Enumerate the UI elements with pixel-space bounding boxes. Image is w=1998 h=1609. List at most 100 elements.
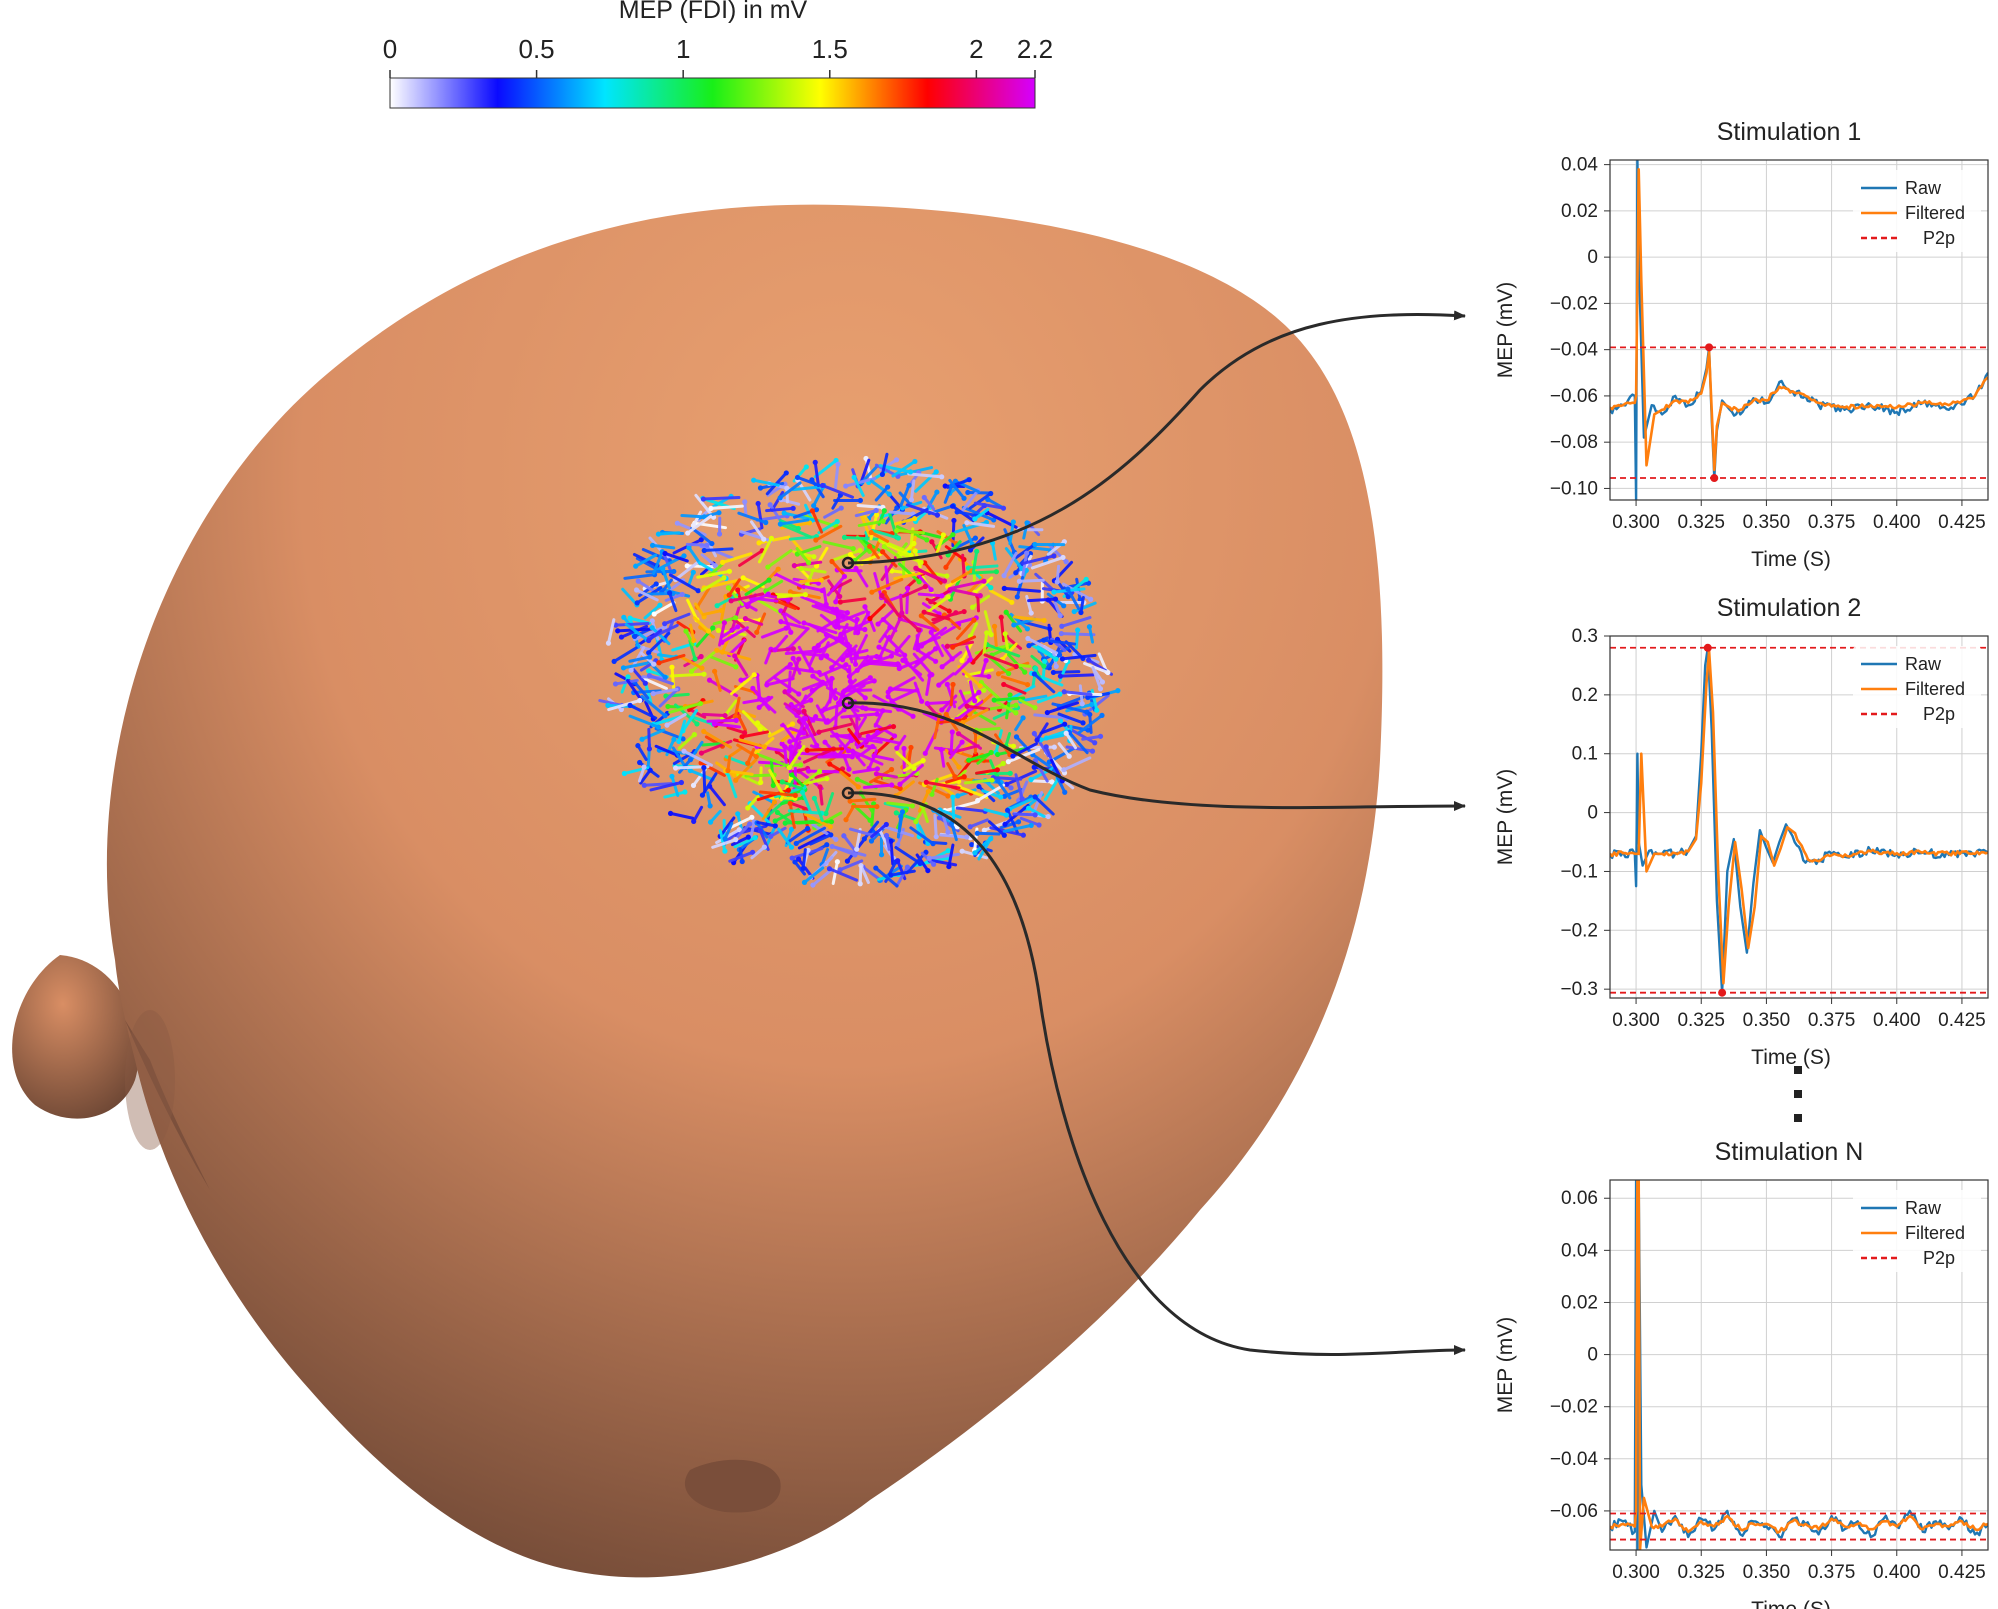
field-arrow xyxy=(973,576,994,594)
field-arrow xyxy=(700,576,726,592)
field-arrow-head xyxy=(946,863,952,870)
field-arrow-head xyxy=(976,689,982,695)
field-arrow xyxy=(750,845,766,860)
field-arrow xyxy=(748,802,771,825)
field-arrow xyxy=(647,628,663,643)
field-arrow-head xyxy=(633,563,639,569)
field-arrow-head xyxy=(1059,623,1065,629)
field-arrow-head xyxy=(783,470,789,476)
field-arrow-head xyxy=(988,836,994,842)
field-arrow xyxy=(1042,638,1077,646)
field-arrow xyxy=(1025,594,1033,615)
field-arrow-head xyxy=(964,520,970,526)
field-arrow xyxy=(781,722,801,749)
field-arrow-head xyxy=(865,733,871,739)
field-arrow xyxy=(1030,555,1065,570)
field-arrow xyxy=(779,796,805,806)
field-arrow xyxy=(886,801,914,808)
field-arrow-head xyxy=(1053,663,1059,669)
field-arrow xyxy=(623,573,657,580)
field-arrow xyxy=(847,727,863,748)
field-arrow-head xyxy=(782,744,788,750)
field-arrow xyxy=(1017,780,1029,803)
field-arrow xyxy=(650,626,671,646)
field-arrow-head xyxy=(690,782,697,788)
field-arrow xyxy=(728,850,755,863)
field-arrow xyxy=(740,730,769,739)
field-arrow xyxy=(813,460,820,488)
field-arrow xyxy=(715,828,741,845)
field-arrow xyxy=(758,829,770,851)
field-arrow-head xyxy=(1043,744,1049,750)
field-arrow-head xyxy=(642,680,648,686)
field-arrow xyxy=(832,548,862,562)
field-arrow-head xyxy=(969,604,976,610)
field-arrow-head xyxy=(867,817,873,823)
field-arrow xyxy=(950,569,974,584)
p2p-point xyxy=(1710,474,1719,483)
field-arrow-head xyxy=(876,644,882,650)
field-arrow xyxy=(1017,578,1045,583)
bottom-ear xyxy=(684,1459,781,1513)
field-arrow-head xyxy=(718,607,725,614)
field-arrow xyxy=(1039,733,1065,742)
field-arrow xyxy=(955,806,987,813)
field-arrow-head xyxy=(796,656,802,662)
field-arrow-head xyxy=(833,836,839,843)
field-arrow-head xyxy=(879,592,885,599)
field-arrow xyxy=(1066,587,1081,611)
field-arrow-head xyxy=(1011,622,1017,628)
field-arrow xyxy=(715,593,739,608)
field-arrow-head xyxy=(886,491,892,497)
x-tick-label: 0.350 xyxy=(1743,512,1791,533)
field-arrow xyxy=(1062,690,1093,697)
field-arrow-head xyxy=(816,669,822,676)
field-arrow-head xyxy=(1032,794,1038,800)
field-arrow-head xyxy=(983,657,989,664)
field-arrow xyxy=(767,722,795,738)
y-axis-label: MEP (mV) xyxy=(1494,282,1517,378)
field-arrow xyxy=(640,695,667,718)
field-arrow-head xyxy=(954,509,960,515)
field-arrow xyxy=(826,708,846,725)
stimulation-2-marker xyxy=(841,696,855,710)
field-arrow-head xyxy=(888,653,895,659)
field-arrow-head xyxy=(843,483,849,489)
y-tick-label: −0.06 xyxy=(1550,1501,1598,1522)
field-arrow-head xyxy=(939,593,945,599)
field-arrow-head xyxy=(742,499,748,505)
field-arrow xyxy=(957,665,982,688)
field-arrow-head xyxy=(712,563,718,569)
field-arrow-head xyxy=(1024,550,1030,556)
field-arrow-head xyxy=(967,657,973,663)
field-arrow-head xyxy=(1024,520,1030,526)
field-arrow-head xyxy=(939,707,945,713)
field-arrow-head xyxy=(801,708,807,714)
field-arrow-head xyxy=(653,581,659,587)
field-arrow xyxy=(640,728,666,741)
field-arrow xyxy=(668,702,703,714)
colorbar-tick-label: 1 xyxy=(676,34,690,64)
field-arrow xyxy=(813,458,838,479)
field-arrow-head xyxy=(811,503,817,509)
chart-title: Stimulation 2 xyxy=(1717,594,1862,622)
field-arrow xyxy=(991,541,997,561)
field-arrow xyxy=(960,489,980,513)
field-arrow-head xyxy=(651,661,657,667)
y-tick-label: −0.2 xyxy=(1560,920,1598,941)
field-arrow-head xyxy=(1051,589,1057,595)
field-arrow-head xyxy=(823,632,830,638)
field-arrow xyxy=(628,655,652,663)
field-arrow-head xyxy=(873,507,879,514)
field-arrow xyxy=(752,478,780,487)
field-arrow xyxy=(670,665,676,691)
x-axis-label: Time (S) xyxy=(1751,1598,1831,1609)
field-arrow-head xyxy=(1063,730,1069,736)
field-arrow xyxy=(732,617,756,639)
y-tick-label: −0.10 xyxy=(1550,478,1598,499)
field-arrow-head xyxy=(756,704,762,710)
field-arrow-head xyxy=(674,520,680,526)
field-arrow-head xyxy=(899,809,906,815)
field-arrow xyxy=(951,635,977,649)
field-arrow-head xyxy=(889,782,895,788)
